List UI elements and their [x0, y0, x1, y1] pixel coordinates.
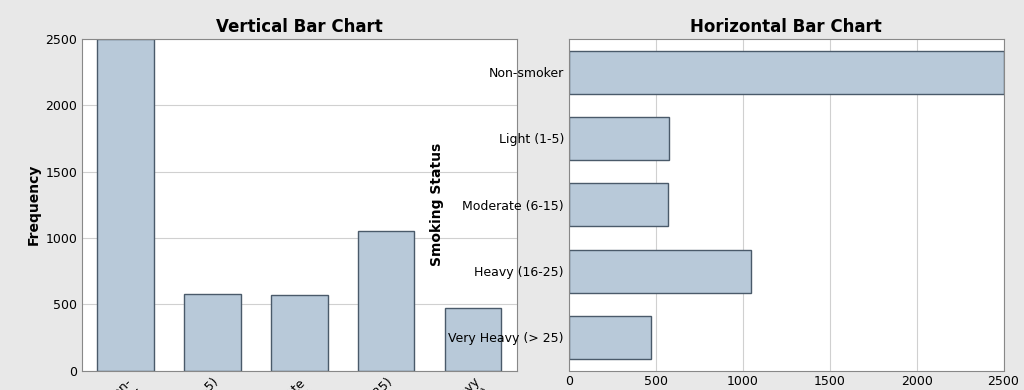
Bar: [568, 250, 752, 292]
Bar: [568, 183, 668, 226]
Bar: [184, 294, 241, 370]
Bar: [271, 295, 328, 370]
Title: Horizontal Bar Chart: Horizontal Bar Chart: [690, 18, 882, 36]
Bar: [97, 39, 154, 370]
Bar: [444, 308, 502, 370]
Title: Vertical Bar Chart: Vertical Bar Chart: [216, 18, 383, 36]
Y-axis label: Smoking Status: Smoking Status: [430, 143, 444, 266]
Bar: [568, 51, 1004, 94]
Bar: [568, 316, 650, 359]
Bar: [568, 117, 669, 160]
Bar: [358, 231, 415, 370]
Y-axis label: Frequency: Frequency: [27, 164, 41, 245]
